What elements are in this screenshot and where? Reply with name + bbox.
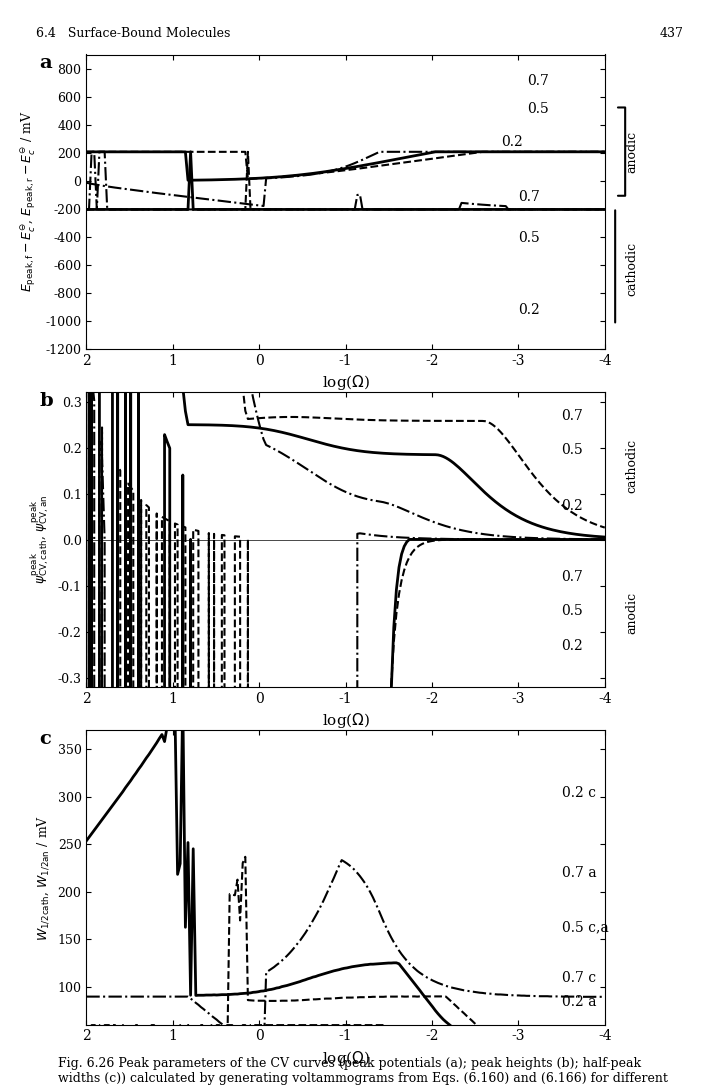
Text: 0.5: 0.5 — [562, 605, 583, 618]
Text: a: a — [40, 54, 53, 73]
Text: cathodic: cathodic — [626, 439, 639, 493]
Text: 0.2: 0.2 — [518, 303, 540, 317]
Text: 0.5 c,a: 0.5 c,a — [562, 921, 608, 934]
Text: c: c — [40, 730, 52, 749]
Text: 0.7: 0.7 — [518, 190, 540, 204]
Text: 0.2: 0.2 — [562, 498, 583, 512]
Text: 0.5: 0.5 — [518, 231, 540, 245]
Y-axis label: $E_{\mathrm{peak,f}} - E_c^{\ominus}$, $E_{\mathrm{peak,r}} - E_c^{\ominus}$ / m: $E_{\mathrm{peak,f}} - E_c^{\ominus}$, $… — [19, 111, 38, 292]
X-axis label: log($\Omega$): log($\Omega$) — [322, 1049, 369, 1068]
Text: 0.7: 0.7 — [562, 570, 583, 584]
Text: anodic: anodic — [626, 592, 639, 634]
Text: 0.7: 0.7 — [527, 74, 549, 88]
Text: 437: 437 — [660, 27, 684, 40]
X-axis label: log($\Omega$): log($\Omega$) — [322, 711, 369, 730]
Text: 0.2: 0.2 — [501, 134, 523, 148]
Text: 0.2 c: 0.2 c — [562, 786, 595, 800]
Text: anodic: anodic — [626, 131, 639, 172]
Y-axis label: $\psi^{\mathrm{peak}}_{\mathrm{CV,cath}}$, $\psi^{\mathrm{peak}}_{\mathrm{CV,an}: $\psi^{\mathrm{peak}}_{\mathrm{CV,cath}}… — [27, 495, 50, 584]
Text: 6.4   Surface-Bound Molecules: 6.4 Surface-Bound Molecules — [36, 27, 230, 40]
Text: 0.7 c: 0.7 c — [562, 971, 595, 985]
Y-axis label: $W_{1/2\mathrm{cath}}$, $W_{1/2\mathrm{an}}$ / mV: $W_{1/2\mathrm{cath}}$, $W_{1/2\mathrm{a… — [35, 814, 50, 941]
Text: cathodic: cathodic — [626, 242, 639, 296]
Text: 0.2: 0.2 — [562, 639, 583, 653]
Text: 0.2 a: 0.2 a — [562, 994, 596, 1008]
Text: 0.7 a: 0.7 a — [562, 867, 596, 881]
X-axis label: log($\Omega$): log($\Omega$) — [322, 373, 369, 392]
Text: 0.5: 0.5 — [527, 102, 549, 117]
Text: b: b — [40, 392, 53, 411]
Text: 0.5: 0.5 — [562, 444, 583, 458]
Text: 0.7: 0.7 — [562, 409, 583, 423]
Text: Fig. 6.26 Peak parameters of the CV curves (peak potentials (a); peak heights (b: Fig. 6.26 Peak parameters of the CV curv… — [58, 1057, 681, 1090]
